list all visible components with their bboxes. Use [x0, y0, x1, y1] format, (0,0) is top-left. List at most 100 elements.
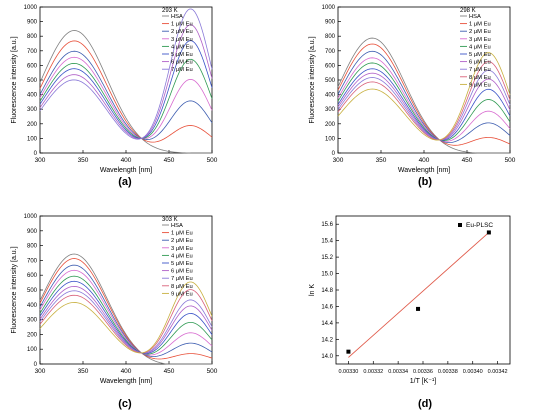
y-tick-label: 700 — [27, 258, 38, 264]
temperature-label: 298 K — [460, 8, 476, 14]
legend-marker — [458, 223, 462, 227]
series-line — [39, 30, 212, 154]
temperature-label: 293 K — [162, 8, 178, 14]
y-tick-label: 400 — [27, 93, 38, 99]
series-line — [39, 24, 213, 140]
y-tick-label: 14.0 — [321, 354, 333, 360]
legend-entry: HSA — [171, 223, 183, 229]
x-tick-label: 450 — [164, 368, 175, 375]
y-tick-label: 400 — [325, 93, 336, 99]
y-axis-label: Fluorescence intensity [a.u.] — [11, 36, 18, 123]
legend-entry: 5 μM Eu — [469, 52, 491, 58]
series-line — [337, 50, 511, 144]
y-axis-label: ln K — [309, 284, 316, 296]
series-line — [337, 62, 511, 141]
legend-entry: 2 μM Eu — [171, 29, 193, 35]
y-tick-label: 15.6 — [321, 222, 333, 228]
x-tick-label: 400 — [121, 368, 132, 375]
legend-entry: 6 μM Eu — [171, 269, 193, 275]
series-line — [39, 40, 213, 143]
data-point — [486, 230, 491, 235]
y-tick-label: 1000 — [24, 214, 38, 220]
series-line — [39, 58, 213, 139]
legend-entry: 4 μM Eu — [171, 44, 193, 50]
panel-c: 300 350 400 450 500 0 100 200 300 400 500 600 700 800… — [11, 214, 218, 410]
legend-entry: 3 μM Eu — [171, 246, 193, 252]
x-tick-label: 450 — [164, 157, 175, 164]
y-tick-label: 800 — [27, 244, 38, 250]
x-tick-label: 500 — [207, 368, 218, 375]
data-point — [346, 349, 351, 354]
panel-caption: (c) — [118, 398, 132, 410]
legend-entry: 9 μM Eu — [469, 82, 491, 88]
series-line — [39, 281, 213, 354]
y-tick-label: 800 — [325, 34, 336, 40]
y-tick-label: 100 — [27, 347, 38, 353]
y-tick-label: 800 — [27, 34, 38, 40]
x-tick-label: 0.00330 — [338, 369, 358, 375]
series-line — [39, 258, 213, 360]
legend-entry: 2 μM Eu — [469, 29, 491, 35]
legend-entry: 3 μM Eu — [469, 37, 491, 43]
y-tick-label: 300 — [27, 107, 38, 113]
series-line — [39, 275, 213, 355]
x-tick-label: 300 — [35, 157, 46, 164]
y-tick-label: 200 — [27, 332, 38, 338]
series-line — [39, 8, 213, 140]
series-line — [337, 52, 511, 141]
y-tick-label: 14.6 — [321, 304, 333, 310]
y-tick-label: 700 — [325, 49, 336, 55]
y-axis-label: Fluorescence intensity [a.u.] — [11, 246, 18, 333]
panel-caption: (a) — [118, 176, 132, 188]
x-tick-label: 0.00334 — [388, 369, 408, 375]
series-line — [39, 269, 213, 356]
x-tick-label: 0.00336 — [413, 369, 433, 375]
x-tick-label: 500 — [505, 157, 516, 164]
plot-frame — [335, 215, 511, 365]
series-line — [337, 37, 510, 154]
panel-caption: (d) — [418, 398, 432, 410]
legend-entry: 8 μM Eu — [171, 284, 193, 290]
y-axis-label: Fluorescence intensity [a.u.] — [309, 36, 316, 123]
legend-entry: 4 μM Eu — [171, 253, 193, 259]
legend-entry: 2 μM Eu — [171, 238, 193, 244]
series-line — [337, 43, 511, 146]
legend-entry: HSA — [171, 14, 183, 20]
temperature-label: 303 K — [162, 217, 178, 223]
x-tick-label: 0.00342 — [488, 369, 508, 375]
legend-entry: 7 μM Eu — [469, 67, 491, 73]
series-line — [337, 72, 511, 141]
legend-entry: 5 μM Eu — [171, 261, 193, 267]
x-tick-label: 450 — [462, 157, 473, 164]
y-tick-label: 15.2 — [321, 255, 333, 261]
series-line — [39, 264, 213, 357]
x-tick-label: 0.00340 — [463, 369, 483, 375]
y-tick-label: 600 — [27, 63, 38, 69]
legend-entry: 1 μM Eu — [469, 22, 491, 28]
y-tick-label: 200 — [27, 122, 38, 128]
y-tick-label: 15.4 — [321, 239, 333, 245]
x-tick-label: 500 — [207, 157, 218, 164]
y-tick-label: 200 — [325, 122, 336, 128]
fit-line — [348, 232, 490, 358]
x-axis-label: 1/T [K⁻¹] — [410, 378, 437, 385]
y-tick-label: 600 — [27, 273, 38, 279]
legend-entry: 7 μM Eu — [171, 67, 193, 73]
x-axis-label: Wavelength [nm] — [100, 167, 152, 174]
panel-caption: (b) — [418, 176, 432, 188]
series-line — [39, 56, 213, 140]
y-tick-label: 0 — [34, 362, 38, 368]
series-line — [39, 50, 213, 140]
y-tick-label: 0 — [34, 151, 38, 157]
y-tick-label: 300 — [325, 107, 336, 113]
y-tick-label: 0 — [332, 151, 336, 157]
x-axis-label: Wavelength [nm] — [100, 378, 152, 385]
panel-a: 300 350 400 450 500 0 100 200 300 400 500 600 700 800… — [11, 5, 218, 188]
x-tick-label: 0.00338 — [438, 369, 458, 375]
y-tick-label: 400 — [27, 303, 38, 309]
x-tick-label: 300 — [333, 157, 344, 164]
y-tick-label: 600 — [325, 63, 336, 69]
y-tick-label: 700 — [27, 49, 38, 55]
legend-entry: 7 μM Eu — [171, 276, 193, 282]
